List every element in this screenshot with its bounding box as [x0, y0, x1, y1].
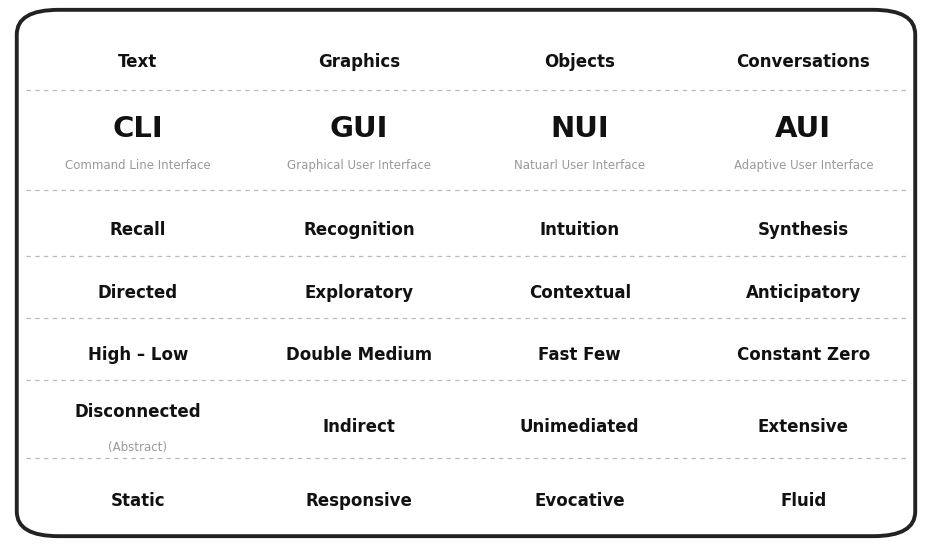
- Text: Extensive: Extensive: [758, 418, 849, 436]
- Text: Objects: Objects: [544, 53, 615, 70]
- Text: Contextual: Contextual: [528, 284, 631, 302]
- Text: Recall: Recall: [110, 222, 166, 239]
- Text: Recognition: Recognition: [303, 222, 415, 239]
- Text: Graphics: Graphics: [318, 53, 400, 70]
- Text: Double Medium: Double Medium: [286, 346, 432, 364]
- Text: Directed: Directed: [98, 284, 178, 302]
- Text: Text: Text: [118, 53, 158, 70]
- Text: GUI: GUI: [330, 115, 388, 144]
- Text: High – Low: High – Low: [88, 346, 188, 364]
- Text: Constant Zero: Constant Zero: [737, 346, 870, 364]
- Text: NUI: NUI: [550, 115, 610, 144]
- Text: Fluid: Fluid: [780, 492, 827, 509]
- Text: Exploratory: Exploratory: [304, 284, 414, 302]
- Text: CLI: CLI: [113, 115, 163, 144]
- Text: Conversations: Conversations: [736, 53, 870, 70]
- Text: Synthesis: Synthesis: [758, 222, 849, 239]
- Text: Anticipatory: Anticipatory: [746, 284, 861, 302]
- Text: (Abstract): (Abstract): [108, 441, 168, 454]
- Text: Adaptive User Interface: Adaptive User Interface: [733, 159, 873, 172]
- Text: Disconnected: Disconnected: [75, 403, 201, 420]
- Text: Unimediated: Unimediated: [520, 418, 639, 436]
- Text: Responsive: Responsive: [306, 492, 412, 509]
- Text: Fast Few: Fast Few: [539, 346, 621, 364]
- Text: Evocative: Evocative: [534, 492, 625, 509]
- Text: AUI: AUI: [775, 115, 831, 144]
- Text: Indirect: Indirect: [322, 418, 395, 436]
- Text: Graphical User Interface: Graphical User Interface: [287, 159, 431, 172]
- Text: Natuarl User Interface: Natuarl User Interface: [514, 159, 645, 172]
- Text: Intuition: Intuition: [540, 222, 620, 239]
- Text: Command Line Interface: Command Line Interface: [65, 159, 211, 172]
- Text: Static: Static: [111, 492, 165, 509]
- FancyBboxPatch shape: [17, 10, 915, 536]
